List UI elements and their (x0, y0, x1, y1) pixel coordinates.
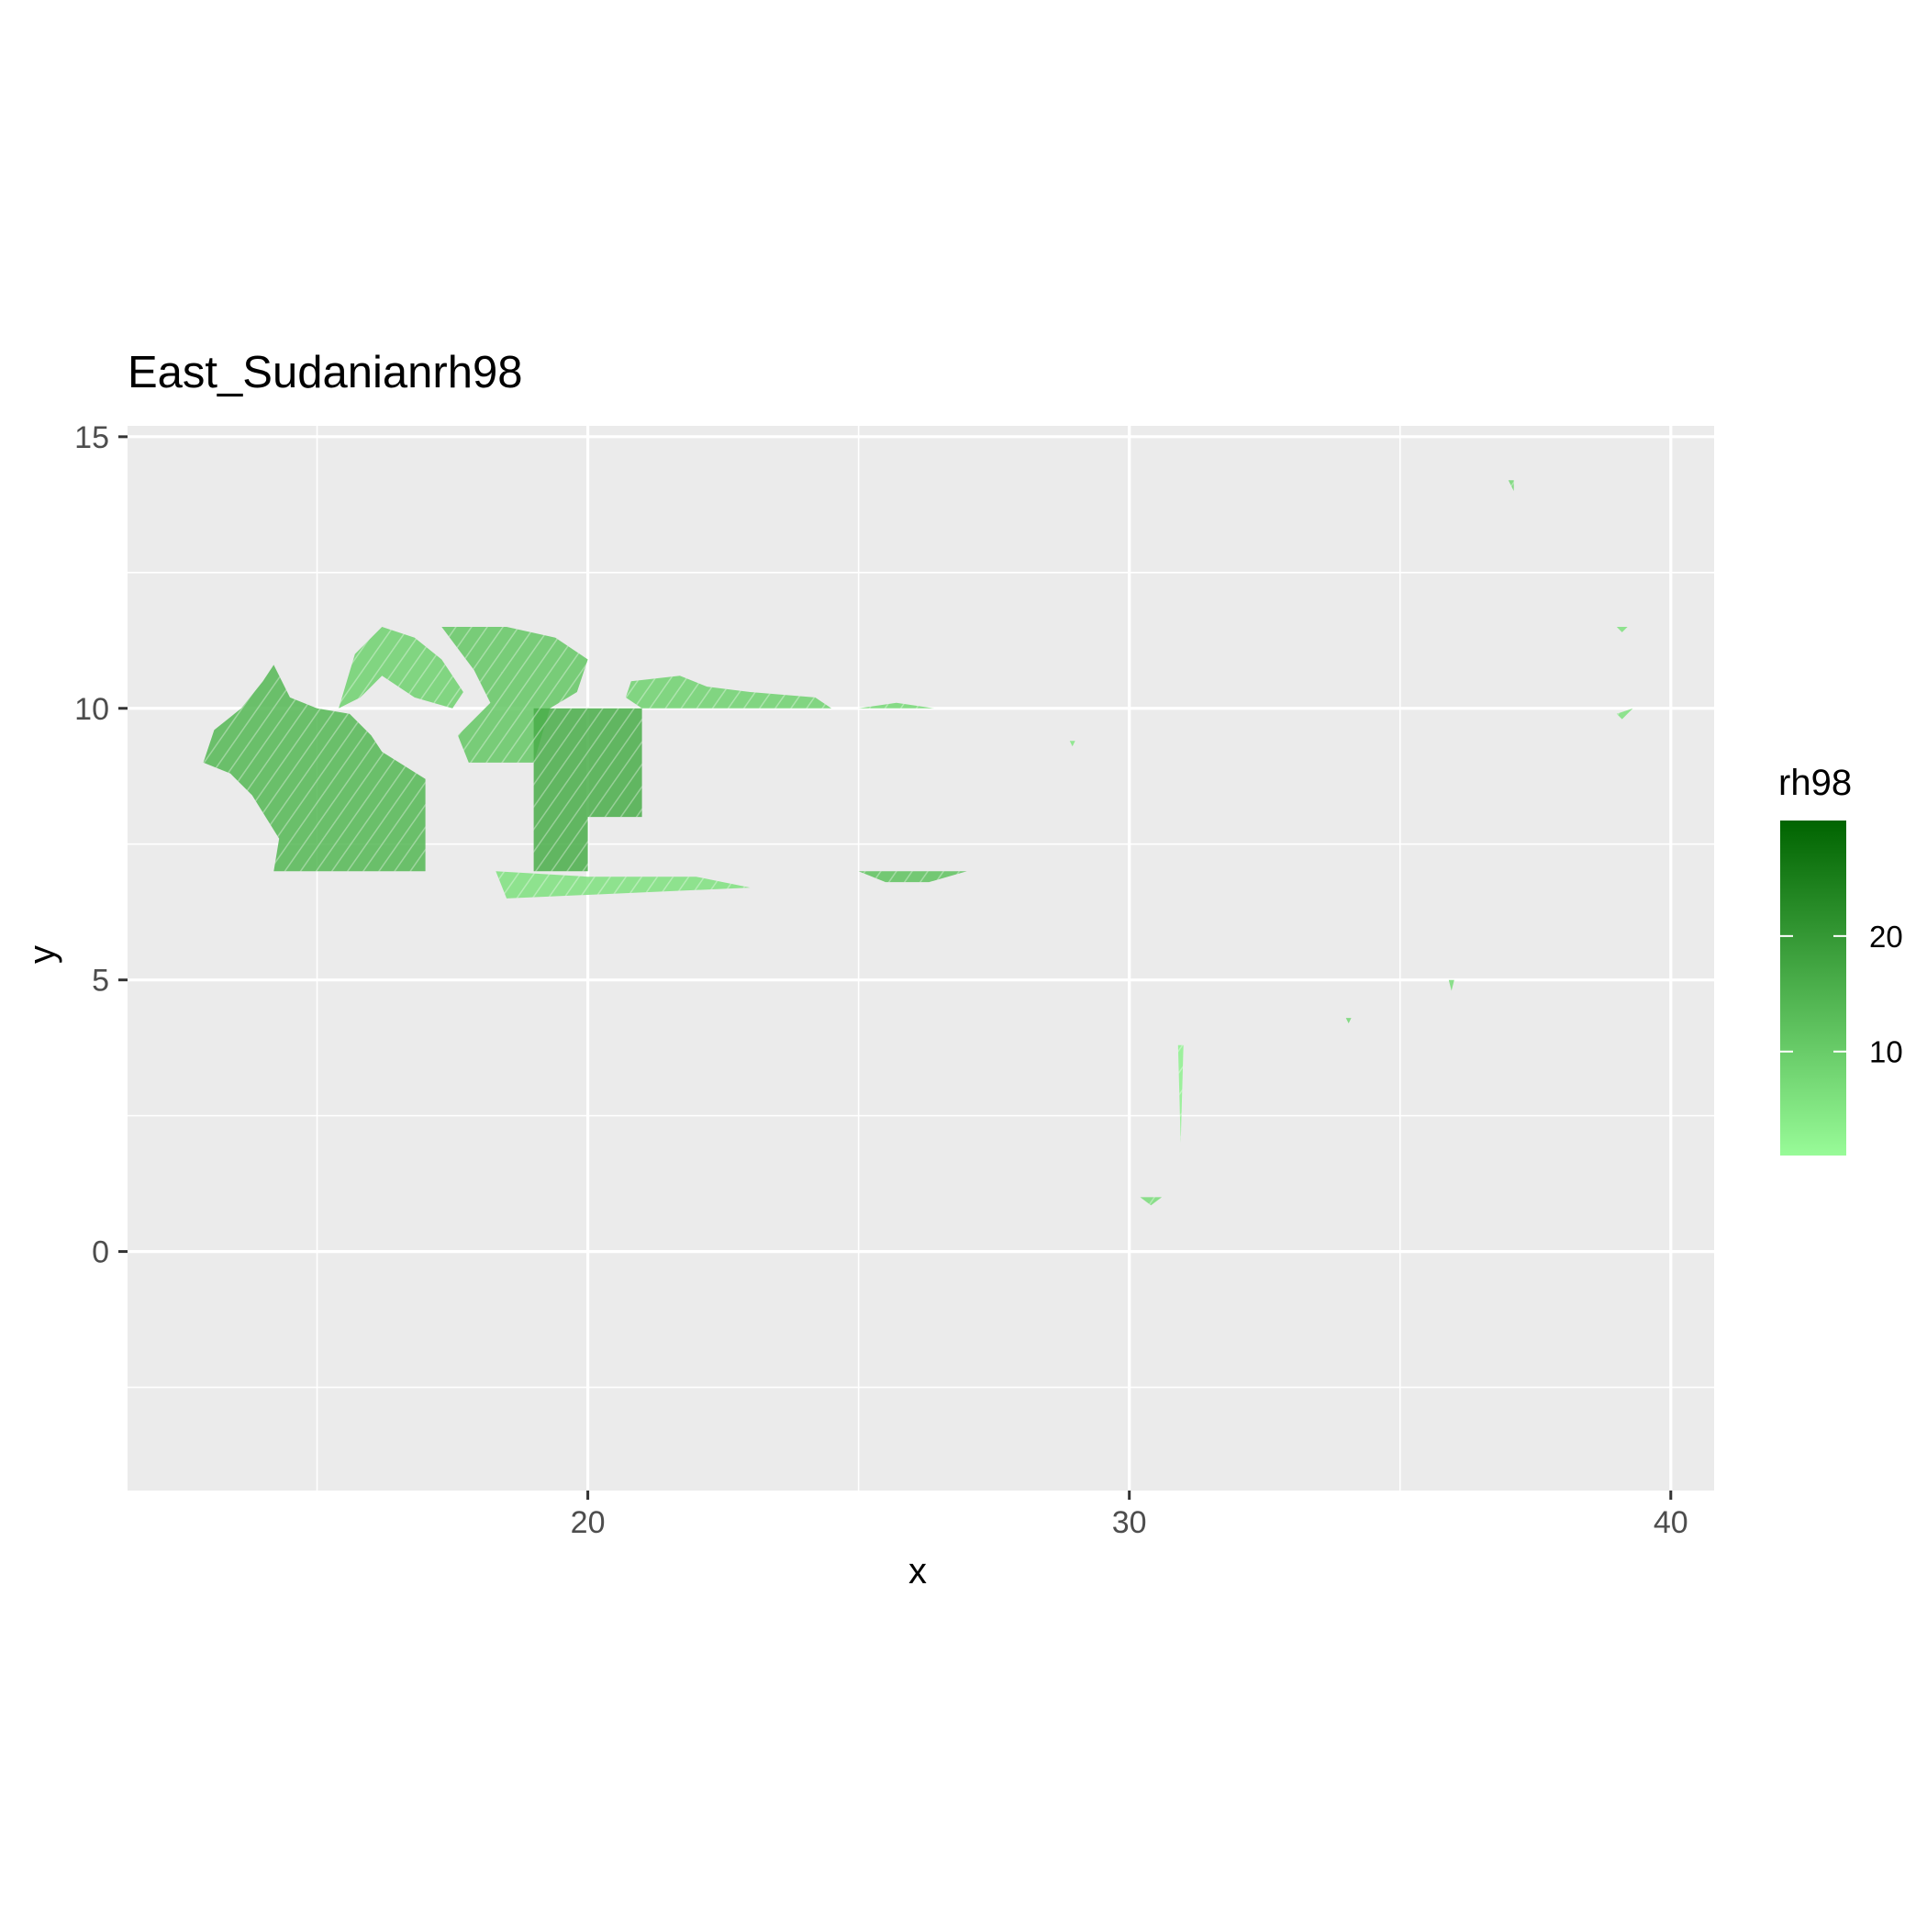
y-tick-label: 15 (74, 420, 109, 455)
raster-region-texture (858, 702, 935, 709)
raster-region-texture (1508, 480, 1514, 491)
raster-region-texture (1448, 979, 1454, 991)
y-axis-title: y (22, 945, 62, 964)
chart-title: East_Sudanianrh98 (128, 348, 522, 397)
y-tick-label: 0 (92, 1235, 109, 1270)
legend-colorbar (1780, 821, 1846, 1156)
y-tick-label: 10 (74, 692, 109, 727)
legend-tick-label: 10 (1869, 1035, 1903, 1069)
raster-region-texture (533, 708, 642, 872)
legend-tick-label: 20 (1869, 920, 1903, 954)
raster-regions (203, 480, 1633, 1206)
raster-region-texture (625, 676, 832, 709)
x-tick-label: 40 (1654, 1505, 1688, 1540)
raster-region-texture (1616, 708, 1633, 720)
y-tick-label: 5 (92, 964, 109, 999)
raster-region-texture (1616, 627, 1628, 632)
legend-ticks: 10 20 (1780, 920, 1903, 1069)
raster-region-texture (496, 871, 751, 899)
x-tick-label: 20 (571, 1505, 606, 1540)
raster-region-texture (441, 627, 588, 763)
raster-region-texture (858, 871, 967, 883)
raster-region-texture (1345, 1018, 1352, 1023)
raster-region-texture (339, 627, 463, 709)
y-axis: 0 5 10 15 (74, 420, 128, 1270)
raster-region-texture (1140, 1197, 1163, 1206)
x-tick-label: 30 (1112, 1505, 1147, 1540)
legend-title: rh98 (1778, 763, 1852, 803)
raster-region-texture (1177, 1044, 1184, 1144)
raster-region-texture (203, 664, 426, 872)
plot-panel (128, 426, 1714, 1491)
x-axis: 20 30 40 (571, 1491, 1688, 1540)
x-axis-title: x (908, 1551, 927, 1591)
raster-region-texture (1069, 741, 1075, 747)
legend: rh98 10 20 (1778, 763, 1903, 1156)
